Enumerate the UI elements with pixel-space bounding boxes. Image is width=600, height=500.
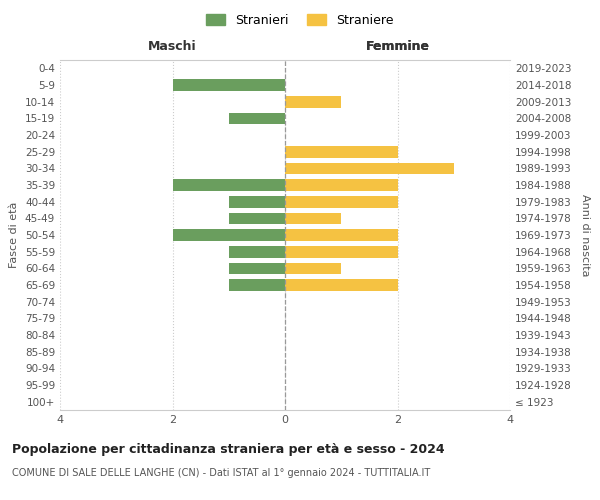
Bar: [229, 262, 285, 274]
Bar: [173, 229, 285, 241]
Bar: [285, 212, 341, 224]
Bar: [229, 112, 285, 124]
Bar: [229, 212, 285, 224]
Bar: [229, 246, 285, 258]
Bar: [285, 229, 398, 241]
Bar: [285, 146, 398, 158]
Bar: [285, 262, 341, 274]
Bar: [173, 179, 285, 191]
Legend: Stranieri, Straniere: Stranieri, Straniere: [202, 8, 398, 32]
Bar: [173, 79, 285, 91]
Text: Femmine: Femmine: [365, 40, 430, 53]
Y-axis label: Fasce di età: Fasce di età: [10, 202, 19, 268]
Text: COMUNE DI SALE DELLE LANGHE (CN) - Dati ISTAT al 1° gennaio 2024 - TUTTITALIA.IT: COMUNE DI SALE DELLE LANGHE (CN) - Dati …: [12, 468, 430, 477]
Text: Popolazione per cittadinanza straniera per età e sesso - 2024: Popolazione per cittadinanza straniera p…: [12, 442, 445, 456]
Y-axis label: Anni di nascita: Anni di nascita: [580, 194, 590, 276]
Bar: [285, 279, 398, 291]
Bar: [285, 246, 398, 258]
Bar: [285, 96, 341, 108]
Text: Femmine: Femmine: [365, 40, 430, 53]
Text: Maschi: Maschi: [148, 40, 197, 53]
Bar: [285, 196, 398, 207]
Bar: [285, 179, 398, 191]
Bar: [229, 279, 285, 291]
Bar: [229, 196, 285, 207]
Bar: [285, 162, 454, 174]
